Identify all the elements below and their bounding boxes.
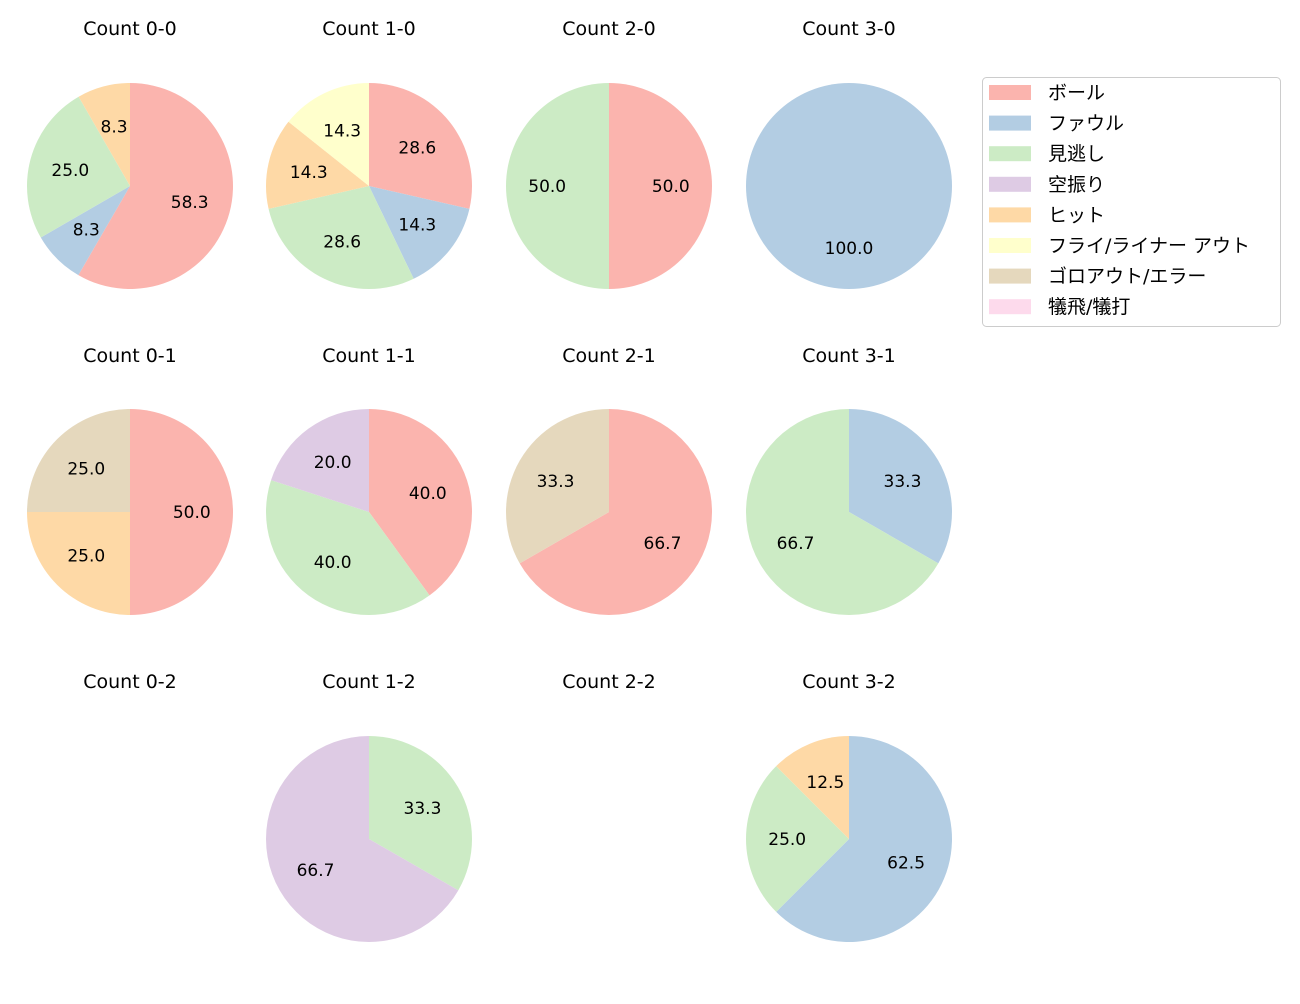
pie-title: Count 2-2 <box>562 671 656 693</box>
pie-count-2-1: Count 2-1 66.7 33.3 <box>506 345 712 615</box>
pie-count-3-0: Count 3-0 100.0 <box>746 18 952 289</box>
legend-label: ボール <box>1048 82 1105 104</box>
slice-label: 12.5 <box>806 773 844 793</box>
slice-label: 14.3 <box>398 216 436 236</box>
legend-swatch <box>989 238 1031 253</box>
slice-label: 25.0 <box>67 459 105 479</box>
pie-slice <box>746 83 952 289</box>
pie-title: Count 2-0 <box>562 18 656 40</box>
pie-title: Count 2-1 <box>562 345 656 367</box>
pie-slice <box>266 480 430 616</box>
slice-label: 28.6 <box>398 138 436 158</box>
pie-count-3-1: Count 3-1 33.3 66.7 <box>745 345 953 616</box>
legend-swatch <box>989 146 1031 162</box>
pie-title: Count 0-1 <box>83 345 177 367</box>
pie-slice <box>369 736 472 891</box>
pie-slice <box>369 83 472 209</box>
legend-label: 空振り <box>1048 174 1105 196</box>
pie-slice <box>288 83 369 186</box>
slice-label: 14.3 <box>323 121 361 141</box>
slice-label: 50.0 <box>173 503 211 523</box>
pie-count-3-2: Count 3-2 62.5 25.0 12.5 <box>746 671 953 943</box>
legend-frame <box>982 77 1281 327</box>
pie-slice <box>40 186 130 276</box>
legend-swatch <box>989 176 1031 192</box>
slice-label: 66.7 <box>777 534 815 554</box>
legend-label: ゴロアウト/エラー <box>1048 266 1206 288</box>
pie-slice <box>130 409 233 615</box>
legend-swatch <box>989 115 1031 131</box>
slice-label: 33.3 <box>884 472 922 492</box>
pie-title: Count 1-1 <box>322 345 416 367</box>
slice-label: 100.0 <box>825 239 874 259</box>
legend-label: フライ/ライナー アウト <box>1048 235 1250 257</box>
legend-swatch <box>989 299 1031 315</box>
slice-label: 33.3 <box>404 799 442 819</box>
slice-label: 33.3 <box>537 472 575 492</box>
slice-label: 50.0 <box>528 177 566 197</box>
slice-label: 8.3 <box>101 117 128 137</box>
slice-label: 40.0 <box>409 484 447 504</box>
slice-label: 66.7 <box>297 861 335 881</box>
slice-label: 14.3 <box>290 163 328 183</box>
slice-label: 66.7 <box>644 534 682 554</box>
pie-slice <box>609 83 712 289</box>
pie-slice <box>745 409 939 616</box>
pie-count-1-1: Count 1-1 40.0 40.0 20.0 <box>266 345 472 616</box>
pie-slice <box>519 409 712 615</box>
legend-label: ヒット <box>1048 204 1105 226</box>
pie-slice <box>268 186 414 289</box>
pie-title: Count 1-0 <box>322 18 416 40</box>
pie-slice <box>78 83 234 289</box>
pie-slice <box>849 409 953 564</box>
pie-title: Count 3-2 <box>802 671 896 693</box>
legend-label: 犠飛/犠打 <box>1048 296 1130 318</box>
pie-count-2-0: Count 2-0 50.0 50.0 <box>506 18 712 289</box>
legend-label: 見逃し <box>1048 143 1105 165</box>
slice-label: 58.3 <box>171 193 209 213</box>
legend-swatch <box>989 207 1031 223</box>
pie-count-0-2: Count 0-2 <box>83 671 177 693</box>
pie-slice <box>746 766 849 912</box>
pie-title: Count 1-2 <box>322 671 416 693</box>
pie-slice <box>266 121 369 209</box>
legend-label: ファウル <box>1048 113 1124 135</box>
slice-label: 25.0 <box>768 830 806 850</box>
pie-slice <box>776 736 953 943</box>
slice-label: 8.3 <box>73 221 100 241</box>
pie-slice <box>369 186 470 279</box>
pie-title: Count 3-1 <box>802 345 896 367</box>
pie-slice <box>776 736 849 839</box>
pie-slice <box>506 409 609 564</box>
legend-swatch <box>989 85 1031 100</box>
pie-slice <box>27 512 130 615</box>
pie-slice <box>27 96 130 238</box>
pie-count-1-2: Count 1-2 33.3 66.7 <box>266 671 472 943</box>
pie-title: Count 3-0 <box>802 18 896 40</box>
pie-title: Count 0-2 <box>83 671 177 693</box>
slice-label: 25.0 <box>51 161 89 181</box>
pie-slice <box>78 83 130 186</box>
pie-title: Count 0-0 <box>83 18 177 40</box>
pie-count-1-0: Count 1-0 28.6 14.3 28.6 14.3 14.3 <box>266 18 472 289</box>
pie-count-0-0: Count 0-0 58.3 8.3 25.0 8.3 <box>27 18 234 289</box>
slice-label: 50.0 <box>652 177 690 197</box>
pie-slice <box>266 736 459 943</box>
slice-label: 25.0 <box>67 547 105 567</box>
pie-slice <box>271 409 369 512</box>
slice-label: 28.6 <box>323 233 361 253</box>
legend-swatch <box>989 268 1031 284</box>
pie-count-0-1: Count 0-1 50.0 25.0 25.0 <box>27 345 233 615</box>
pie-slice <box>27 409 130 512</box>
pie-slice <box>369 409 472 596</box>
slice-label: 40.0 <box>314 553 352 573</box>
slice-label: 20.0 <box>314 453 352 473</box>
slice-label: 62.5 <box>887 854 925 874</box>
pie-slice <box>506 83 609 289</box>
pie-count-2-2: Count 2-2 <box>562 671 656 693</box>
